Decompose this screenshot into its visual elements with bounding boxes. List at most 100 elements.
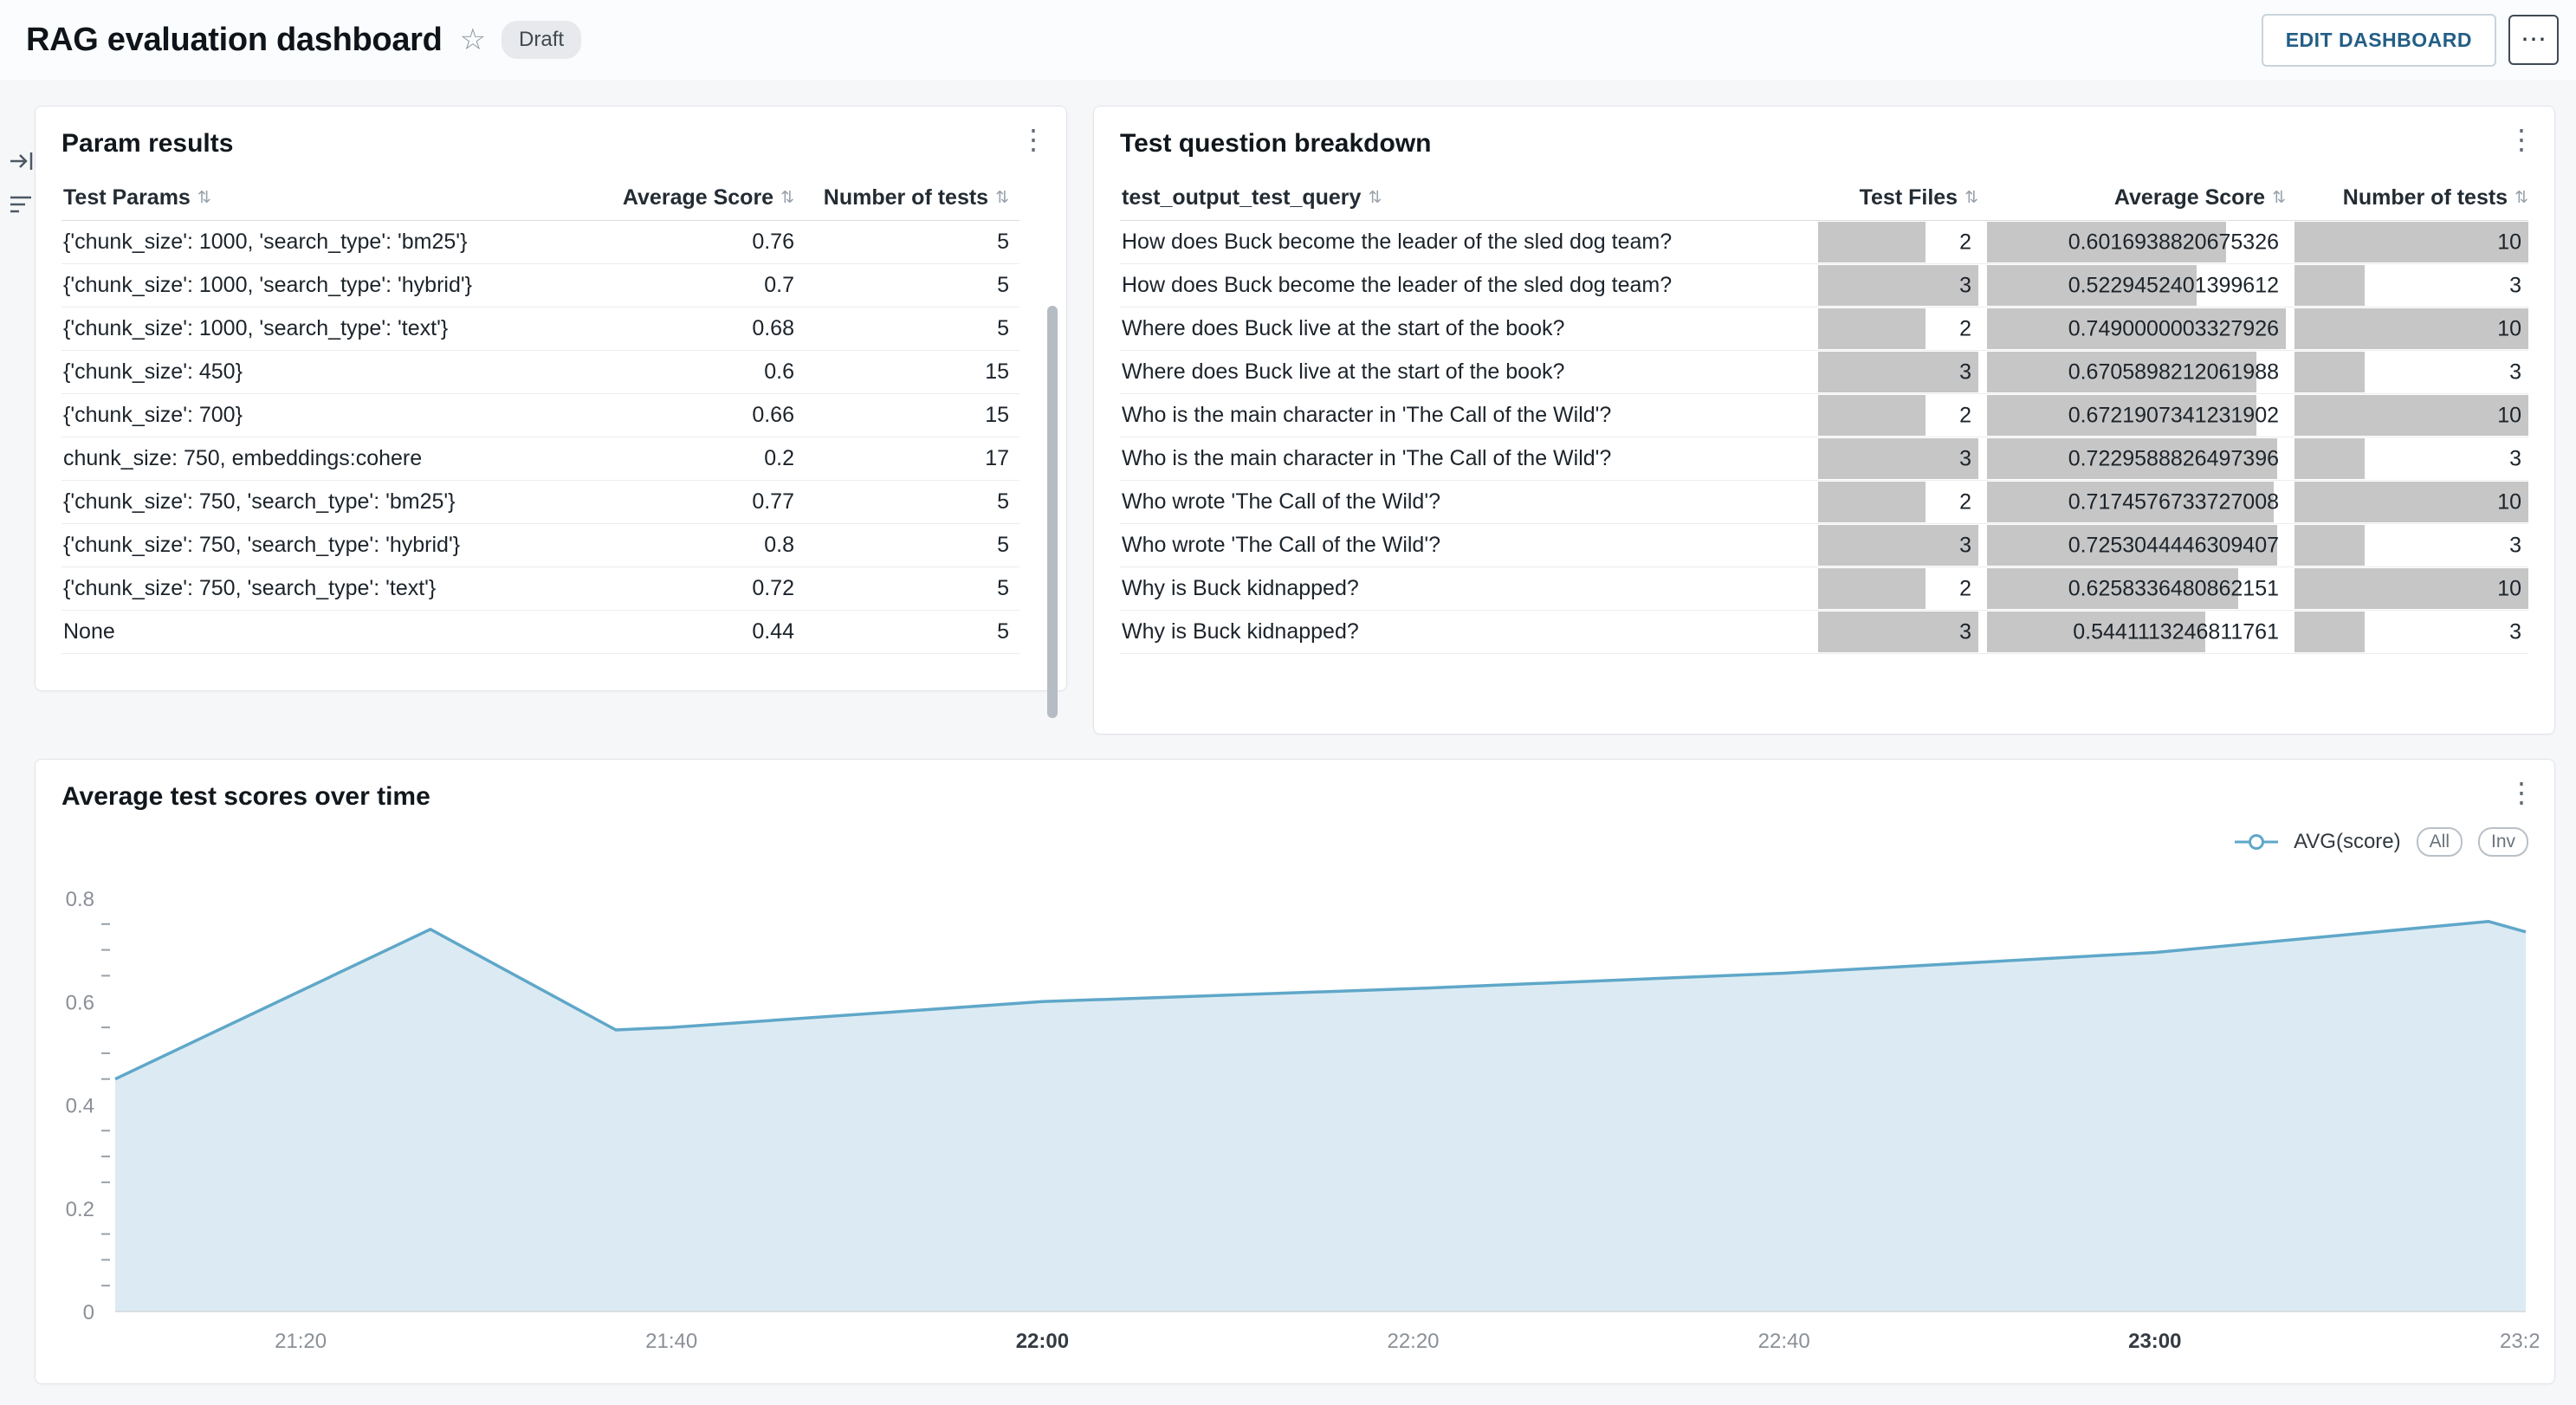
- table-row[interactable]: {'chunk_size': 450} 0.6 15: [61, 351, 1019, 394]
- data-bar: [1987, 482, 2275, 522]
- test-files-cell-value: 3: [1959, 446, 1971, 470]
- x-axis-tick-label: 22:20: [1387, 1330, 1439, 1353]
- table-row[interactable]: Where does Buck live at the start of the…: [1120, 308, 2528, 351]
- question-breakdown-rows: How does Buck become the leader of the s…: [1120, 221, 2528, 654]
- number-of-tests-cell: 15: [985, 359, 1009, 384]
- test-files-cell-value: 2: [1959, 576, 1971, 600]
- table-row[interactable]: How does Buck become the leader of the s…: [1120, 221, 2528, 264]
- sort-icon: ⇅: [1368, 189, 1382, 207]
- table-row[interactable]: Why is Buck kidnapped? 3 0.544111324681176…: [1120, 611, 2528, 654]
- average-score-cell: 0.6258336480862151: [1987, 567, 2286, 610]
- param-results-rows: {'chunk_size': 1000, 'search_type': 'bm2…: [61, 221, 1019, 654]
- data-bar: [1987, 568, 2238, 609]
- average-score-cell-value: 0.7174576733727008: [2068, 489, 2279, 514]
- header-overflow-menu-button[interactable]: ⋯: [2508, 15, 2559, 65]
- table-row[interactable]: Why is Buck kidnapped? 2 0.625833648086215…: [1120, 567, 2528, 611]
- card-menu-button[interactable]: ⋮: [2508, 124, 2535, 155]
- test-query-cell: Who wrote 'The Call of the Wild'?: [1122, 533, 1441, 557]
- y-axis-tick-label: 0.2: [66, 1198, 94, 1221]
- column-header-test-files[interactable]: Test Files ⇅: [1818, 185, 1978, 210]
- column-label: Number of tests: [823, 185, 989, 210]
- favorite-star-icon[interactable]: ☆: [459, 23, 487, 56]
- table-row[interactable]: Who wrote 'The Call of the Wild'? 3 0.7253…: [1120, 524, 2528, 567]
- average-score-cell: 0.6721907341231902: [1987, 394, 2286, 437]
- number-of-tests-cell-value: 10: [2497, 230, 2521, 254]
- table-row[interactable]: Where does Buck live at the start of the…: [1120, 351, 2528, 394]
- average-score-cell: 0.2: [764, 446, 794, 470]
- table-row[interactable]: How does Buck become the leader of the s…: [1120, 264, 2528, 308]
- table-row[interactable]: Who wrote 'The Call of the Wild'? 2 0.7174…: [1120, 481, 2528, 524]
- number-of-tests-cell-value: 10: [2497, 576, 2521, 600]
- column-header-number-of-tests[interactable]: Number of tests ⇅: [2294, 185, 2528, 210]
- edit-dashboard-button[interactable]: EDIT DASHBOARD: [2261, 13, 2496, 67]
- left-rail: [5, 149, 38, 215]
- column-header-number-of-tests[interactable]: Number of tests ⇅: [820, 185, 1019, 210]
- table-row[interactable]: {'chunk_size': 750, 'search_type': 'hybr…: [61, 524, 1019, 567]
- card-title: Test question breakdown: [1120, 129, 1432, 158]
- scores-line-chart[interactable]: 0 0.2 0.4 0.6 0.8 21:20 21:40 22:00 22:20 22:40 23…: [53, 872, 2539, 1375]
- number-of-tests-cell-value: 3: [2509, 619, 2521, 644]
- table-row[interactable]: Who is the main character in 'The Call o…: [1120, 394, 2528, 437]
- legend-toggle-all[interactable]: All: [2416, 827, 2463, 857]
- number-of-tests-cell: 3: [2294, 264, 2528, 307]
- test-files-cell-value: 2: [1959, 316, 1971, 340]
- number-of-tests-cell: 5: [997, 273, 1009, 297]
- average-score-cell: 0.72: [752, 576, 794, 600]
- test-params-cell: {'chunk_size': 1000, 'search_type': 'hyb…: [63, 273, 472, 297]
- test-params-cell: {'chunk_size': 450}: [63, 359, 243, 384]
- average-score-cell: 0.7253044446309407: [1987, 524, 2286, 567]
- average-score-cell: 0.5441113246811761: [1987, 611, 2286, 653]
- data-bar: [2294, 265, 2365, 306]
- average-score-cell-value: 0.6705898212061988: [2068, 359, 2279, 384]
- table-row[interactable]: {'chunk_size': 1000, 'search_type': 'hyb…: [61, 264, 1019, 308]
- data-bar: [1987, 352, 2256, 392]
- table-row[interactable]: {'chunk_size': 750, 'search_type': 'text…: [61, 567, 1019, 611]
- table-row[interactable]: Who is the main character in 'The Call o…: [1120, 437, 2528, 481]
- test-files-cell: 3: [1818, 437, 1978, 480]
- column-header-test-query[interactable]: test_output_test_query ⇅: [1120, 185, 1813, 210]
- number-of-tests-cell-value: 3: [2509, 273, 2521, 297]
- column-header-average-score[interactable]: Average Score ⇅: [621, 185, 820, 210]
- card-menu-button[interactable]: ⋮: [2508, 777, 2535, 808]
- average-score-cell: 0.76: [752, 230, 794, 254]
- test-files-cell-value: 3: [1959, 619, 1971, 644]
- collapse-panel-icon[interactable]: [9, 149, 35, 173]
- card-menu-button[interactable]: ⋮: [1019, 124, 1047, 155]
- column-label: Number of tests: [2342, 185, 2508, 210]
- test-files-cell: 2: [1818, 567, 1978, 610]
- scrollbar-thumb[interactable]: [1047, 306, 1058, 718]
- average-score-cell: 0.6705898212061988: [1987, 351, 2286, 393]
- number-of-tests-cell: 10: [2294, 308, 2528, 350]
- test-params-cell: {'chunk_size': 750, 'search_type': 'text…: [63, 576, 437, 600]
- table-row[interactable]: None 0.44 5: [61, 611, 1019, 654]
- table-row[interactable]: chunk_size: 750, embeddings:cohere 0.2 17: [61, 437, 1019, 481]
- column-header-test-params[interactable]: Test Params ⇅: [61, 185, 621, 210]
- number-of-tests-cell: 5: [997, 230, 1009, 254]
- column-label: Average Score: [622, 185, 774, 210]
- column-header-average-score[interactable]: Average Score ⇅: [1987, 185, 2286, 210]
- data-bar: [1987, 308, 2286, 349]
- average-score-cell-value: 0.6721907341231902: [2068, 403, 2279, 427]
- data-bar: [2294, 612, 2365, 652]
- x-axis-tick-label: 22:40: [1758, 1330, 1810, 1353]
- filter-icon[interactable]: [9, 194, 35, 215]
- table-row[interactable]: {'chunk_size': 750, 'search_type': 'bm25…: [61, 481, 1019, 524]
- average-score-cell-value: 0.7490000003327926: [2068, 316, 2279, 340]
- card-title: Average test scores over time: [61, 782, 430, 811]
- test-files-cell: 3: [1818, 524, 1978, 567]
- legend-toggle-inv[interactable]: Inv: [2477, 827, 2528, 857]
- y-axis-tick-label: 0.4: [66, 1095, 94, 1118]
- number-of-tests-cell: 5: [997, 619, 1009, 644]
- table-row[interactable]: {'chunk_size': 1000, 'search_type': 'tex…: [61, 308, 1019, 351]
- chart-line: [114, 920, 2527, 1081]
- x-axis-tick-label: 22:00: [1016, 1330, 1069, 1353]
- average-score-cell-value: 0.7229588826497396: [2068, 446, 2279, 470]
- ellipsis-icon: ⋯: [2521, 25, 2547, 54]
- test-query-cell: How does Buck become the leader of the s…: [1122, 273, 1673, 297]
- number-of-tests-cell: 17: [985, 446, 1009, 470]
- test-files-cell-value: 2: [1959, 489, 1971, 514]
- test-query-cell: Who is the main character in 'The Call o…: [1122, 403, 1612, 427]
- table-row[interactable]: {'chunk_size': 700} 0.66 15: [61, 394, 1019, 437]
- table-row[interactable]: {'chunk_size': 1000, 'search_type': 'bm2…: [61, 221, 1019, 264]
- question-breakdown-table: test_output_test_query ⇅ Test Files ⇅ Av…: [1120, 176, 2528, 654]
